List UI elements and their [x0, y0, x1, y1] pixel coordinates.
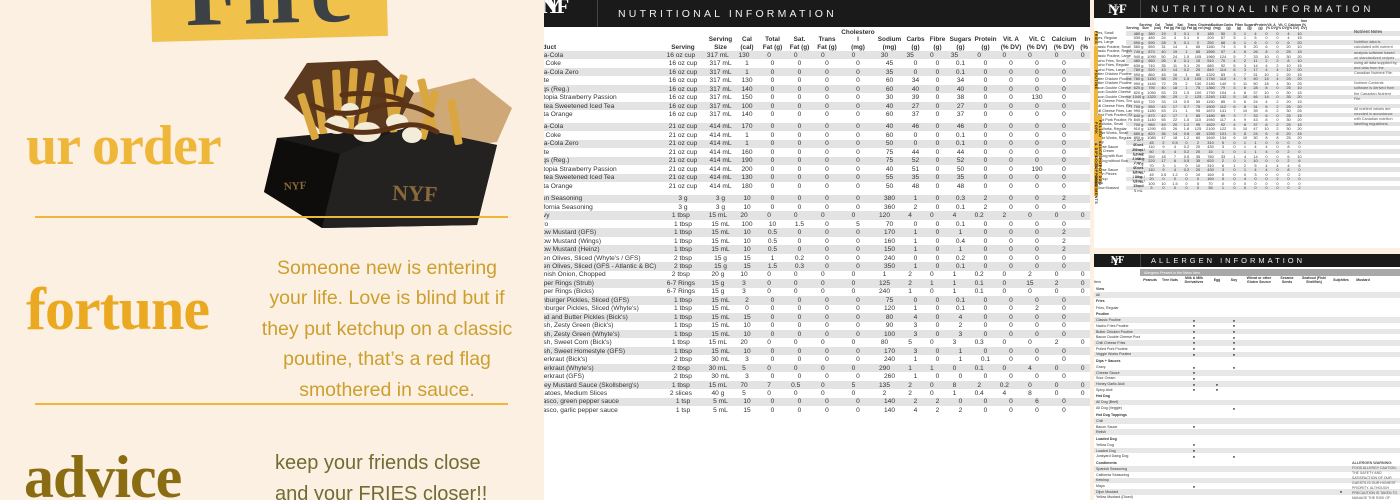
svg-text:NYF: NYF — [284, 180, 307, 193]
svg-text:NYF: NYF — [392, 180, 438, 207]
